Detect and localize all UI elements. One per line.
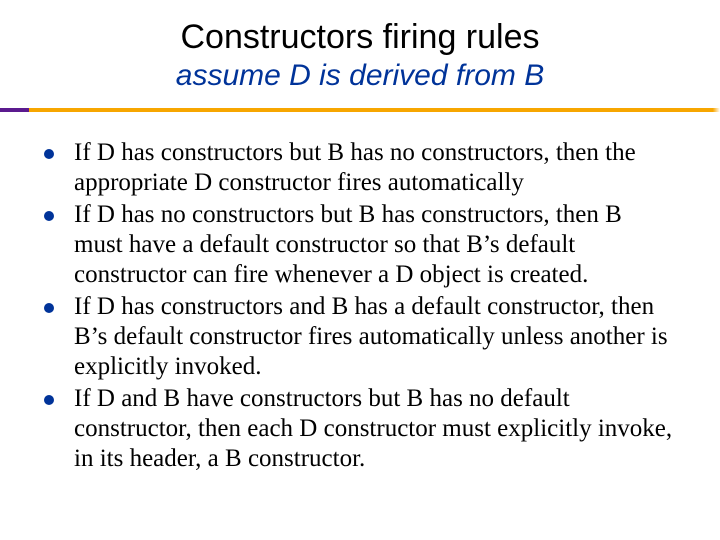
slide-title: Constructors firing rules assume D is de… [48,18,672,94]
bullet-text: If D has constructors and B has a defaul… [74,292,676,382]
bullet-list: If D has constructors but B has no const… [44,138,676,474]
bullet-icon [44,211,54,221]
bullet-icon [44,303,54,313]
title-sub: assume D is derived from B [48,59,672,94]
bullet-icon [44,395,54,405]
divider-gradient [0,108,720,112]
slide: Constructors firing rules assume D is de… [0,0,720,540]
bullet-icon [44,149,54,159]
bullet-text: If D has constructors but B has no const… [74,138,676,198]
list-item: If D and B have constructors but B has n… [44,384,676,474]
bullet-text: If D and B have constructors but B has n… [74,384,676,474]
title-main: Constructors firing rules [48,18,672,57]
divider-bar [0,108,720,112]
list-item: If D has constructors and B has a defaul… [44,292,676,382]
content-area: If D has constructors but B has no const… [44,138,676,476]
list-item: If D has constructors but B has no const… [44,138,676,198]
bullet-text: If D has no constructors but B has const… [74,200,676,290]
list-item: If D has no constructors but B has const… [44,200,676,290]
